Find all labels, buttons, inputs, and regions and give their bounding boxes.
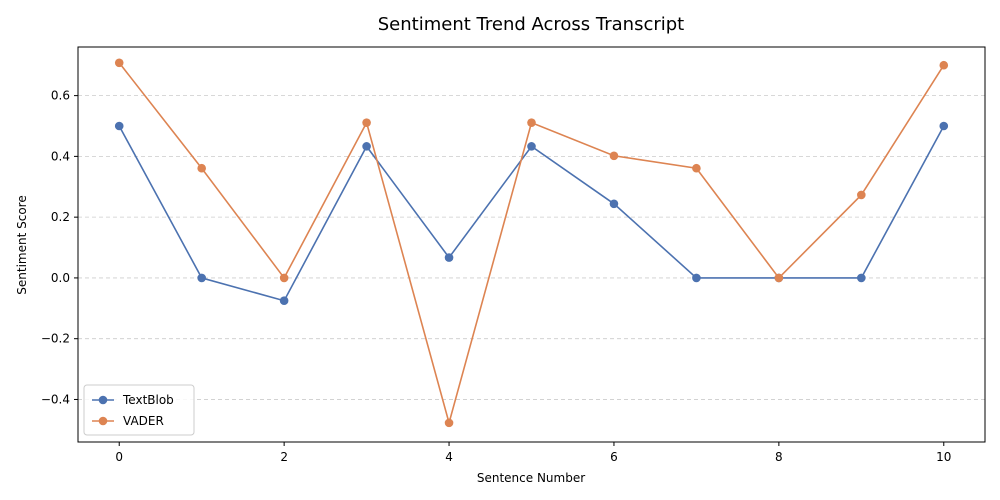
y-tick-label: 0.0 — [51, 271, 70, 285]
chart-title: Sentiment Trend Across Transcript — [378, 14, 684, 35]
data-point — [197, 273, 206, 283]
y-axis-label: Sentiment Score — [15, 195, 29, 294]
data-point — [609, 151, 619, 161]
y-axis: −0.4 −0.2 0.0 0.2 0.4 0.6 — [41, 89, 78, 406]
x-tick-label: 2 — [280, 450, 288, 464]
series-textblob — [114, 121, 949, 306]
data-point — [444, 253, 454, 262]
data-point — [939, 60, 949, 70]
x-axis: 0 2 4 6 8 10 — [115, 442, 951, 464]
data-point — [279, 296, 289, 306]
data-point — [857, 273, 866, 283]
legend-label: TextBlob — [122, 393, 174, 407]
y-tick-label: −0.2 — [41, 332, 70, 346]
data-point — [362, 118, 371, 127]
legend-label: VADER — [123, 414, 164, 428]
x-tick-label: 10 — [936, 450, 951, 464]
grid-layer — [78, 95, 985, 400]
series-layer — [114, 58, 949, 428]
x-tick-label: 6 — [610, 450, 618, 464]
data-point — [527, 142, 536, 151]
data-point — [444, 418, 454, 428]
legend-swatch-marker — [98, 416, 108, 426]
series-line — [118, 125, 945, 302]
y-tick-label: 0.2 — [51, 210, 70, 224]
x-tick-label: 4 — [445, 450, 453, 464]
data-point — [774, 273, 784, 283]
legend-box — [83, 384, 195, 436]
data-point — [197, 163, 206, 173]
data-point — [114, 121, 124, 131]
legend-swatch-marker — [98, 395, 108, 405]
data-point — [692, 273, 701, 283]
series-vader — [114, 58, 949, 428]
x-tick-label: 8 — [775, 450, 783, 464]
plot-frame — [77, 46, 986, 443]
data-point — [114, 58, 124, 68]
legend-item: TextBlob — [92, 393, 174, 407]
y-tick-label: 0.4 — [51, 149, 70, 163]
legend: TextBlob VADER — [83, 384, 195, 436]
series-line — [118, 62, 945, 426]
x-tick-label: 0 — [115, 450, 123, 464]
data-point — [692, 163, 701, 173]
data-point — [279, 273, 289, 283]
data-point — [939, 121, 949, 131]
data-point — [609, 199, 619, 209]
data-point — [362, 142, 371, 151]
data-point — [527, 118, 536, 127]
x-axis-label: Sentence Number — [477, 471, 585, 485]
y-tick-label: 0.6 — [51, 89, 70, 103]
data-point — [857, 190, 866, 200]
y-tick-label: −0.4 — [41, 392, 70, 406]
legend-item: VADER — [92, 414, 164, 428]
